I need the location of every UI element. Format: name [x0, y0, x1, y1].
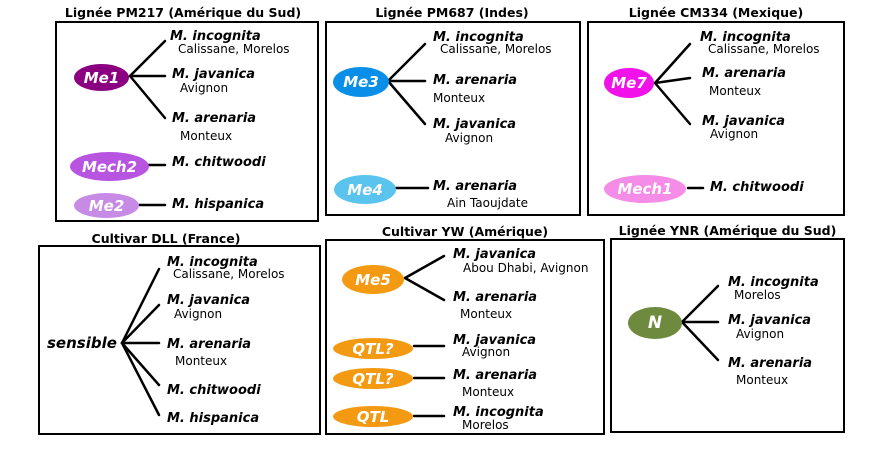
branch-line [128, 39, 167, 78]
species-label: M. arenaria [702, 66, 787, 81]
gene-qtl-uncertain: QTL? [333, 338, 413, 359]
gene-qtl-uncertain: QTL? [333, 368, 413, 389]
panel-title-ynr: Lignée YNR (Amérique du Sud) [618, 223, 837, 238]
species-label: M. javanica [453, 333, 537, 348]
location-label: Avignon [445, 131, 494, 145]
branch-line [120, 341, 161, 387]
gene-qtl: QTL [333, 406, 413, 427]
location-label: Monteux [460, 307, 513, 321]
species-label: M. incognita [433, 30, 524, 45]
branch-line [680, 284, 720, 324]
location-label: Monteux [709, 84, 762, 98]
branch-line [120, 303, 161, 345]
panel-ynr [610, 238, 845, 433]
gene-n: N [628, 307, 682, 339]
species-label: M. javanica [728, 313, 812, 328]
species-label: M. arenaria [433, 73, 518, 88]
panel-title-yw: Cultivar YW (Amérique) [381, 224, 549, 239]
species-label: M. javanica [702, 114, 786, 129]
species-label: M. javanica [453, 247, 537, 262]
location-label: Morelos [734, 288, 781, 302]
location-label: Monteux [433, 91, 486, 105]
gene-me3: Me3 [333, 67, 389, 97]
location-label: Calissane, Morelos [173, 267, 285, 281]
panel-title-dll: Cultivar DLL (France) [91, 231, 241, 246]
species-label: M. arenaria [453, 368, 538, 383]
branch-line [386, 42, 427, 83]
branch-line [386, 79, 427, 126]
species-label: M. arenaria [172, 111, 257, 126]
species-label: M. chitwoodi [167, 383, 261, 398]
species-label: M. incognita [700, 30, 791, 45]
branch-line [403, 254, 446, 280]
branch-line [680, 320, 720, 362]
species-label: M. arenaria [728, 356, 813, 371]
species-label: M. arenaria [453, 290, 538, 305]
species-label: M. chitwoodi [172, 155, 266, 170]
species-label: M. incognita [167, 255, 258, 270]
species-label: M. hispanica [167, 411, 260, 426]
location-label: Avignon [180, 81, 229, 95]
gene-me7: Me7 [604, 68, 654, 98]
branch-line [128, 74, 167, 120]
branch-line [120, 267, 161, 345]
branch-line [653, 76, 692, 85]
branch-line [653, 81, 692, 126]
location-label: Monteux [736, 373, 789, 387]
panel-title-pm217: Lignée PM217 (Amérique du Sud) [64, 5, 302, 20]
location-label: Ain Taoujdate [447, 196, 528, 210]
species-label: M. javanica [167, 293, 251, 308]
location-label: Avignon [174, 307, 223, 321]
gene-me4: Me4 [334, 175, 396, 204]
branch-line [653, 42, 692, 85]
gene-me5: Me5 [342, 265, 404, 294]
gene-me2: Me2 [74, 193, 139, 218]
gene-me1: Me1 [74, 64, 129, 91]
species-label: M. javanica [172, 67, 256, 82]
species-label: M. chitwoodi [710, 180, 804, 195]
panel-yw [325, 239, 605, 435]
panel-title-pm687: Lignée PM687 (Indes) [375, 5, 529, 20]
species-label: M. incognita [170, 29, 261, 44]
species-label: M. arenaria [167, 337, 252, 352]
location-label: Avignon [462, 345, 511, 359]
location-label: Avignon [710, 127, 759, 141]
panel-title-cm334: Lignée CM334 (Mexique) [628, 5, 804, 20]
panel-dll [38, 245, 321, 435]
gene-mech2: Mech2 [70, 152, 149, 181]
branch-line [120, 341, 161, 417]
branch-line [403, 276, 446, 302]
location-label: Morelos [462, 418, 509, 432]
species-label: M. incognita [728, 275, 819, 290]
panel-cm334 [587, 21, 845, 216]
location-label: Calissane, Morelos [708, 42, 820, 56]
location-label: Monteux [175, 354, 228, 368]
location-label: Calissane, Morelos [178, 42, 290, 56]
species-label: M. javanica [433, 117, 517, 132]
location-label: Avignon [736, 327, 785, 341]
location-label: Monteux [462, 385, 515, 399]
species-label: M. incognita [453, 405, 544, 420]
species-label: M. arenaria [433, 179, 518, 194]
location-label: Abou Dhabi, Avignon [463, 261, 589, 275]
location-label: Monteux [180, 129, 233, 143]
panel-pm687 [325, 21, 581, 216]
gene-mech1: Mech1 [604, 175, 686, 203]
location-label: Calissane, Morelos [440, 42, 552, 56]
species-label: M. hispanica [172, 197, 265, 212]
sensible-label: sensible [47, 334, 117, 352]
panel-pm217 [55, 21, 319, 222]
